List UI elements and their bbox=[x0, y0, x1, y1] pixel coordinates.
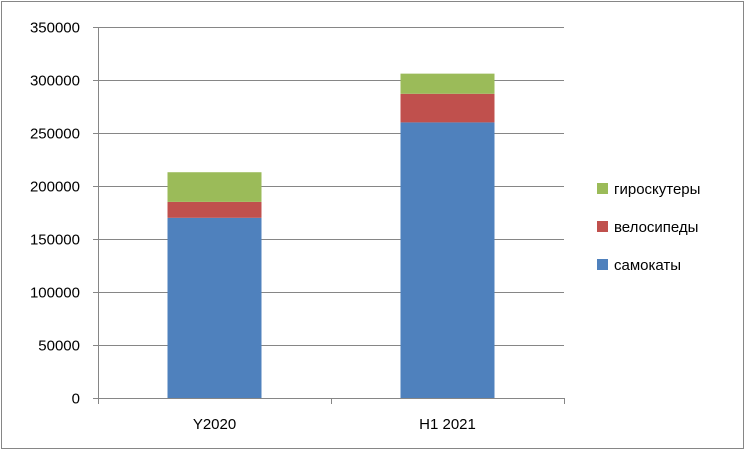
bar-segment bbox=[167, 201, 262, 218]
bar-segment bbox=[400, 122, 495, 399]
bar-segment bbox=[167, 217, 262, 398]
y-tick-label: 300000 bbox=[30, 73, 80, 90]
bar-segment bbox=[167, 172, 262, 202]
x-tick-label: H1 2021 bbox=[419, 416, 476, 433]
y-tick-label: 200000 bbox=[30, 179, 80, 196]
x-tick-label: Y2020 bbox=[193, 416, 236, 433]
bar-segment bbox=[400, 73, 495, 94]
axes bbox=[93, 27, 565, 404]
y-tick-label: 150000 bbox=[30, 232, 80, 249]
legend-swatch bbox=[597, 259, 608, 270]
y-tick-label: 0 bbox=[72, 391, 80, 408]
bar-segment bbox=[400, 93, 495, 123]
legend-swatch bbox=[597, 221, 608, 232]
y-tick-label: 100000 bbox=[30, 285, 80, 302]
legend-swatch bbox=[597, 183, 608, 194]
legend: гироскутеры велосипеды самокаты bbox=[597, 181, 700, 274]
x-axis-tick-labels: Y2020 H1 2021 bbox=[193, 416, 476, 433]
y-axis-tick-labels: 0 50000 100000 150000 200000 250000 300000 3500… bbox=[30, 20, 80, 408]
bar-stacks bbox=[167, 73, 495, 399]
y-tick-label: 350000 bbox=[30, 20, 80, 37]
legend-label: самокаты bbox=[614, 257, 681, 274]
y-tick-label: 50000 bbox=[38, 338, 80, 355]
legend-label: велосипеды bbox=[614, 219, 698, 236]
y-tick-label: 250000 bbox=[30, 126, 80, 143]
legend-label: гироскутеры bbox=[614, 181, 700, 198]
